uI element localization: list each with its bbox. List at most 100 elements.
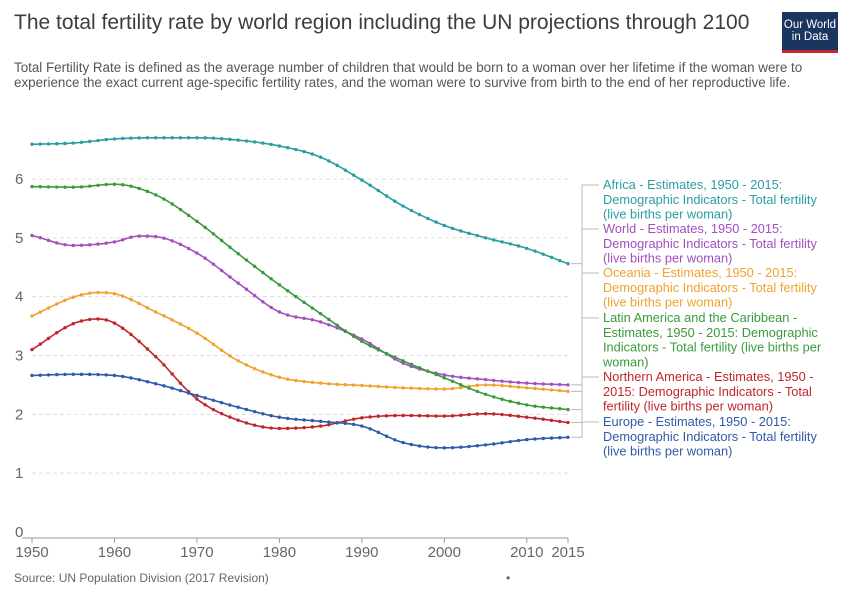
data-point-northern_america[interactable] [228,415,232,419]
data-point-latin_america[interactable] [71,185,75,189]
data-point-latin_america[interactable] [533,404,537,408]
data-point-oceania[interactable] [186,326,191,331]
data-point-europe[interactable] [63,372,67,377]
data-point-oceania[interactable] [475,383,479,388]
data-point-africa[interactable] [475,233,479,238]
data-point-europe[interactable] [46,373,51,377]
data-point-europe[interactable] [393,438,397,442]
data-point-latin_america[interactable] [46,185,51,189]
data-point-oceania[interactable] [112,292,117,296]
legend-label-africa[interactable]: Africa - Estimates, 1950 - 2015: Demograp… [603,177,817,222]
data-point-oceania[interactable] [335,382,339,387]
data-point-latin_america[interactable] [508,399,512,404]
data-point-latin_america[interactable] [170,202,174,206]
data-point-oceania[interactable] [236,359,240,363]
data-point-africa[interactable] [112,137,117,141]
data-point-europe[interactable] [335,420,339,425]
data-point-oceania[interactable] [153,310,158,314]
data-point-world[interactable] [401,361,405,365]
data-point-europe[interactable] [252,409,257,414]
data-point-latin_america[interactable] [549,406,554,410]
data-point-europe[interactable] [30,373,34,378]
data-point-latin_america[interactable] [541,405,545,409]
data-point-africa[interactable] [483,236,488,240]
data-point-africa[interactable] [46,142,51,146]
data-point-latin_america[interactable] [162,197,166,201]
data-point-europe[interactable] [318,419,323,424]
data-point-oceania[interactable] [318,381,323,385]
data-point-latin_america[interactable] [467,386,471,390]
data-point-northern_america[interactable] [541,417,545,421]
data-point-africa[interactable] [516,244,521,248]
data-point-africa[interactable] [145,136,150,140]
data-point-africa[interactable] [442,223,447,228]
data-point-latin_america[interactable] [426,369,430,373]
data-point-europe[interactable] [203,396,207,400]
data-point-africa[interactable] [162,136,166,140]
data-point-world[interactable] [71,243,75,248]
data-point-europe[interactable] [145,380,150,384]
data-point-world[interactable] [79,243,84,247]
data-point-africa[interactable] [351,173,356,177]
data-point-latin_america[interactable] [525,403,529,407]
data-point-latin_america[interactable] [195,219,199,224]
data-point-northern_america[interactable] [393,413,397,418]
data-point-africa[interactable] [195,136,199,140]
legend-label-northern_america[interactable]: Northern America - Estimates, 1950 -2015… [603,369,814,414]
data-point-africa[interactable] [211,136,216,140]
data-point-europe[interactable] [162,384,166,388]
data-point-world[interactable] [55,241,59,245]
data-point-oceania[interactable] [228,354,232,358]
data-point-europe[interactable] [269,413,273,418]
data-point-world[interactable] [360,337,364,341]
data-point-africa[interactable] [409,208,414,213]
data-point-europe[interactable] [558,435,562,440]
data-point-oceania[interactable] [277,375,282,379]
data-point-world[interactable] [285,313,290,317]
data-point-northern_america[interactable] [153,354,158,359]
data-point-africa[interactable] [121,136,125,141]
series-line-northern_america[interactable] [31,318,569,430]
data-point-africa[interactable] [96,138,100,143]
data-point-latin_america[interactable] [335,323,339,327]
data-point-latin_america[interactable] [186,213,191,218]
data-point-oceania[interactable] [327,382,331,386]
data-point-africa[interactable] [368,183,372,187]
data-point-world[interactable] [63,243,67,247]
data-point-oceania[interactable] [566,389,570,394]
data-point-europe[interactable] [294,417,298,421]
data-point-northern_america[interactable] [137,339,141,344]
data-point-africa[interactable] [79,140,84,145]
data-point-europe[interactable] [483,443,488,447]
data-point-world[interactable] [302,316,306,321]
data-point-world[interactable] [170,239,174,243]
data-point-oceania[interactable] [376,384,381,389]
data-point-world[interactable] [30,233,34,238]
data-point-oceania[interactable] [46,306,51,310]
data-point-northern_america[interactable] [310,425,315,429]
data-point-africa[interactable] [343,168,348,172]
data-point-world[interactable] [541,382,545,386]
data-point-latin_america[interactable] [434,372,438,377]
data-point-northern_america[interactable] [302,425,306,430]
data-point-latin_america[interactable] [129,184,133,188]
data-point-oceania[interactable] [170,318,174,322]
data-point-world[interactable] [203,256,207,260]
data-point-northern_america[interactable] [351,417,356,421]
data-point-world[interactable] [269,305,273,310]
data-point-latin_america[interactable] [360,339,364,344]
data-point-latin_america[interactable] [63,185,67,189]
data-point-latin_america[interactable] [409,362,414,367]
series-line-africa[interactable] [31,136,569,265]
data-point-africa[interactable] [318,155,323,159]
data-point-oceania[interactable] [417,386,422,391]
data-point-latin_america[interactable] [450,379,455,383]
data-point-europe[interactable] [186,391,191,395]
data-point-oceania[interactable] [30,314,34,318]
data-point-europe[interactable] [417,444,422,448]
data-point-europe[interactable] [360,424,364,428]
data-point-africa[interactable] [137,136,141,140]
data-point-europe[interactable] [129,376,133,380]
data-point-northern_america[interactable] [492,412,496,416]
data-point-latin_america[interactable] [261,270,265,275]
